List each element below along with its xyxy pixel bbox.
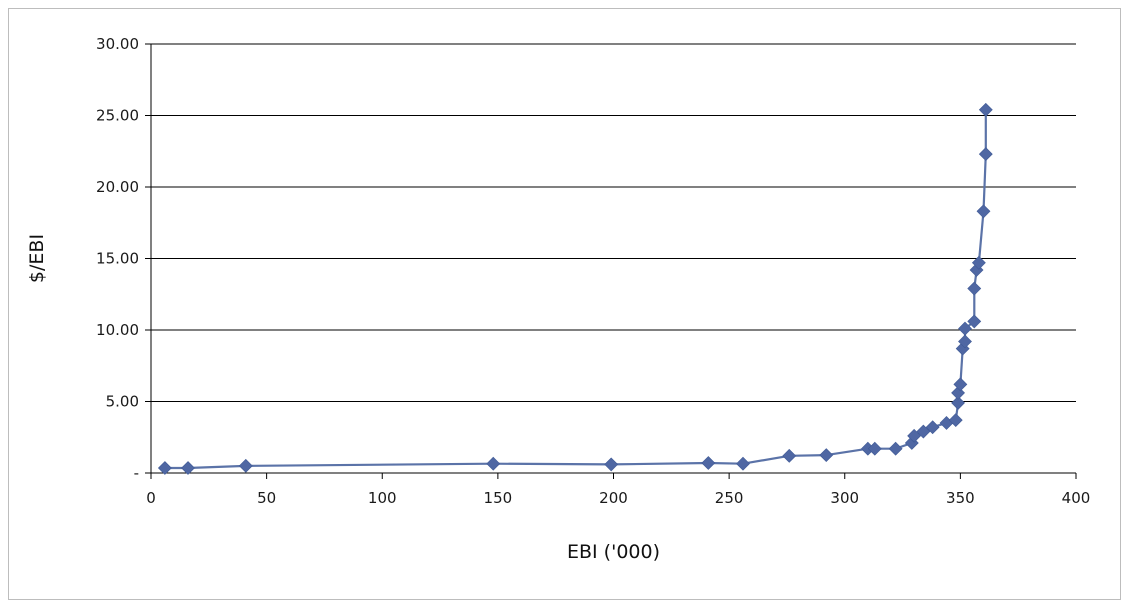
- data-point: [181, 461, 195, 475]
- y-axis-title: $/EBI: [26, 234, 48, 283]
- series-line: [164, 109, 987, 470]
- data-point: [967, 314, 982, 329]
- data-point: [953, 377, 968, 392]
- y-tick-label: -: [134, 464, 139, 482]
- data-point: [604, 457, 619, 472]
- data-point: [486, 456, 501, 471]
- data-point: [701, 456, 716, 470]
- x-tick-label: 200: [599, 489, 628, 507]
- x-tick-label: 150: [484, 489, 513, 507]
- data-point: [967, 281, 982, 296]
- data-point: [951, 396, 965, 410]
- x-tick-label: 100: [368, 489, 397, 507]
- y-tick-label: 20.00: [96, 178, 139, 196]
- data-point: [978, 102, 993, 117]
- x-tick-label: 0: [146, 489, 156, 507]
- data-point: [782, 448, 797, 463]
- x-tick-label: 300: [830, 489, 859, 507]
- data-point: [238, 458, 253, 473]
- y-tick-label: 30.00: [96, 35, 139, 53]
- data-point: [958, 321, 972, 336]
- data-point: [971, 255, 986, 270]
- data-point: [916, 424, 931, 439]
- y-tick-label: 25.00: [96, 107, 139, 125]
- data-point: [888, 441, 903, 456]
- data-point: [867, 441, 882, 456]
- data-point: [958, 334, 972, 349]
- x-tick-label: 400: [1062, 489, 1091, 507]
- data-point: [736, 456, 750, 471]
- data-series: [157, 102, 993, 475]
- x-tick-label: 50: [257, 489, 276, 507]
- data-point: [907, 428, 922, 443]
- data-point: [157, 461, 172, 475]
- data-point: [819, 448, 834, 463]
- chart-frame: [8, 8, 1121, 600]
- gridlines: [151, 43, 1076, 402]
- data-point: [948, 413, 963, 428]
- y-tick-label: 10.00: [96, 321, 139, 339]
- y-tick-label: 15.00: [96, 250, 139, 268]
- data-point: [925, 420, 940, 435]
- x-tick-label: 250: [715, 489, 744, 507]
- data-point: [978, 147, 993, 162]
- x-tick-label: 350: [946, 489, 975, 507]
- data-point: [976, 204, 991, 219]
- tick-labels: - 5.00 10.00 15.00 20.00 25.00 30.00 0 50 100 150 2…: [96, 35, 1090, 507]
- x-axis-title: EBI ('000): [567, 541, 660, 563]
- y-tick-label: 5.00: [106, 393, 139, 411]
